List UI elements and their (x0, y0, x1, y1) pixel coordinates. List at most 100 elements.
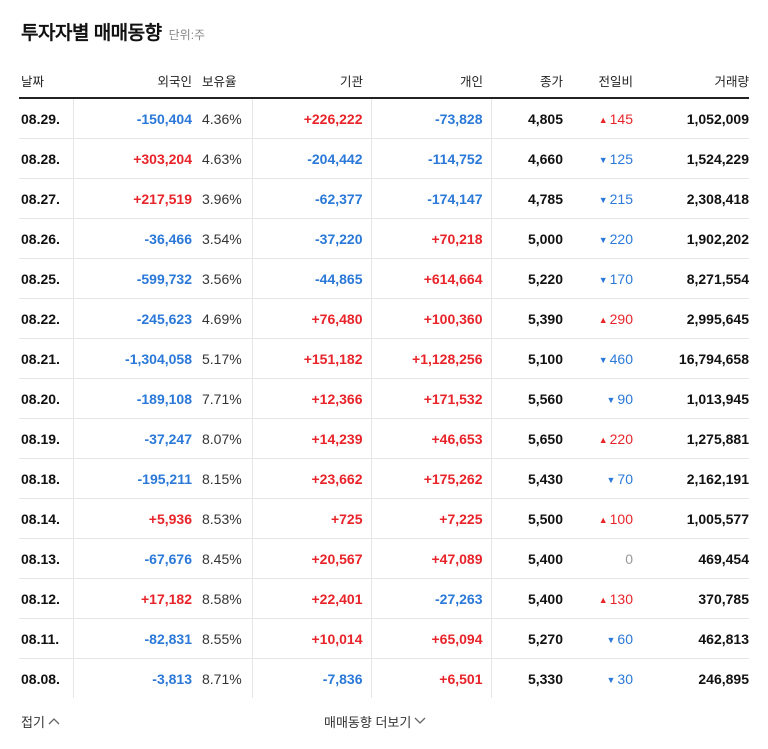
cell-individual: -114,752 (371, 138, 492, 179)
cell-close: 4,805 (491, 98, 571, 139)
more-trading-button[interactable]: 매매동향 더보기 (324, 712, 426, 731)
change-value: 60 (617, 630, 633, 647)
col-change-header: 전일비 (571, 64, 641, 99)
cell-change: ▲ 220 (571, 418, 641, 459)
cell-institution: +151,182 (252, 338, 372, 379)
cell-holding: 4.69% (200, 298, 253, 339)
cell-holding: 5.17% (200, 338, 253, 379)
col-volume-header: 거래량 (641, 64, 749, 99)
cell-institution: -7,836 (252, 658, 372, 698)
cell-holding: 7.71% (200, 378, 253, 419)
cell-close: 5,330 (527, 670, 563, 687)
cell-close: 5,430 (491, 458, 571, 499)
table-row: 08.18. -195,211 8.15% +23,662 +175,262 5,430 ▼… (19, 458, 749, 499)
table-row: 08.27. +217,519 3.96% -62,377 -174,147 4,785 ▼… (19, 178, 749, 219)
cell-change: ▼ 460 (571, 338, 641, 379)
cell-foreign: -1,304,058 (73, 338, 200, 379)
col-individual-header: 개인 (371, 64, 491, 99)
panel-header: 투자자별 매매동향 단위:주 (21, 18, 205, 46)
cell-foreign: +17,182 (73, 578, 200, 619)
change-value: 125 (609, 150, 633, 167)
cell-individual: +1,128,256 (371, 338, 492, 379)
cell-date: 08.20. (19, 378, 74, 419)
cell-close: 5,220 (491, 258, 571, 299)
change-value: 0 (625, 550, 633, 567)
triangle-up-icon: ▲ (598, 594, 608, 605)
cell-foreign: -195,211 (73, 458, 200, 499)
table-row: 08.08. -3,813 8.71% -7,836 +6,501 5,330 ▼ 30 246… (19, 658, 749, 698)
cell-close: 5,650 (491, 418, 571, 459)
triangle-down-icon: ▼ (598, 354, 608, 365)
change-value: 220 (609, 430, 633, 447)
table-row: 08.28. +303,204 4.63% -204,442 -114,752 4,660… (19, 138, 749, 179)
cell-volume: 1,902,202 (641, 218, 749, 259)
col-institution-header: 기관 (252, 64, 371, 99)
cell-volume: 462,813 (641, 618, 749, 659)
cell-date: 08.14. (19, 498, 74, 539)
triangle-down-icon: ▼ (606, 674, 616, 685)
cell-foreign: +5,936 (73, 498, 200, 539)
cell-individual: +614,664 (371, 258, 492, 299)
table-header-row: 날짜 외국인 보유율 기관 개인 종가 전일비 거래량 (19, 64, 749, 99)
col-foreign-header: 외국인 (73, 64, 200, 99)
panel-title: 투자자별 매매동향 (21, 23, 162, 44)
table-row: 08.19. -37,247 8.07% +14,239 +46,653 5,650 ▲ 22… (19, 418, 749, 459)
cell-foreign: -245,623 (73, 298, 200, 339)
cell-foreign: -599,732 (73, 258, 200, 299)
cell-date: 08.21. (19, 338, 74, 379)
unit-label: 단위:주 (168, 28, 206, 42)
cell-close: 4,785 (491, 178, 571, 219)
cell-holding: 3.56% (200, 258, 253, 299)
cell-volume: 469,454 (641, 538, 749, 579)
cell-individual: +65,094 (371, 618, 492, 659)
cell-holding: 8.53% (200, 498, 253, 539)
cell-volume: 2,308,418 (641, 178, 749, 219)
fold-button[interactable]: 접기 (21, 712, 60, 731)
triangle-down-icon: ▼ (606, 634, 616, 645)
cell-institution: -44,865 (252, 258, 372, 299)
cell-institution: +20,567 (252, 538, 372, 579)
triangle-down-icon: ▼ (598, 154, 608, 165)
change-value: 30 (617, 670, 633, 687)
cell-date: 08.28. (19, 138, 74, 179)
cell-institution: +14,239 (252, 418, 372, 459)
cell-volume: 1,005,577 (641, 498, 749, 539)
col-date-header: 날짜 (19, 64, 73, 99)
cell-date: 08.08. (19, 658, 74, 698)
cell-foreign: -189,108 (73, 378, 200, 419)
change-value: 215 (609, 190, 633, 207)
cell-close: 5,400 (491, 578, 571, 619)
cell-individual: +47,089 (371, 538, 492, 579)
change-value: 170 (609, 270, 633, 287)
cell-institution: +12,366 (252, 378, 372, 419)
cell-foreign: -82,831 (73, 618, 200, 659)
cell-change: ▼ 70 (571, 458, 641, 499)
table-row: 08.21. -1,304,058 5.17% +151,182 +1,128,256 5… (19, 338, 749, 379)
cell-foreign: -150,404 (73, 98, 200, 139)
cell-date: 08.26. (19, 218, 74, 259)
cell-change: ▼ 220 (571, 218, 641, 259)
cell-individual: -73,828 (371, 98, 492, 139)
cell-change: ▲ 290 (571, 298, 641, 339)
cell-change: ▼ 125 (571, 138, 641, 179)
cell-individual: +46,653 (371, 418, 492, 459)
cell-date: 08.12. (19, 578, 74, 619)
triangle-down-icon: ▼ (598, 234, 608, 245)
cell-volume: 1,275,881 (641, 418, 749, 459)
cell-date: 08.22. (19, 298, 74, 339)
triangle-up-icon: ▲ (598, 314, 608, 325)
cell-holding: 8.07% (200, 418, 253, 459)
table-row: 08.11. -82,831 8.55% +10,014 +65,094 5,270 ▼ 60… (19, 618, 749, 659)
cell-change: ▼ 60 (571, 618, 641, 659)
table-row: 08.29. -150,404 4.36% +226,222 -73,828 4,805 ▲… (19, 98, 749, 139)
cell-change: ▼ 90 (571, 378, 641, 419)
cell-volume: 2,162,191 (641, 458, 749, 499)
cell-holding: 4.63% (200, 138, 253, 179)
cell-institution: +23,662 (252, 458, 372, 499)
col-close-header: 종가 (491, 64, 571, 99)
cell-individual: +7,225 (371, 498, 492, 539)
cell-volume: 16,794,658 (641, 338, 749, 379)
fold-label: 접기 (21, 715, 45, 730)
cell-institution: -62,377 (252, 178, 372, 219)
